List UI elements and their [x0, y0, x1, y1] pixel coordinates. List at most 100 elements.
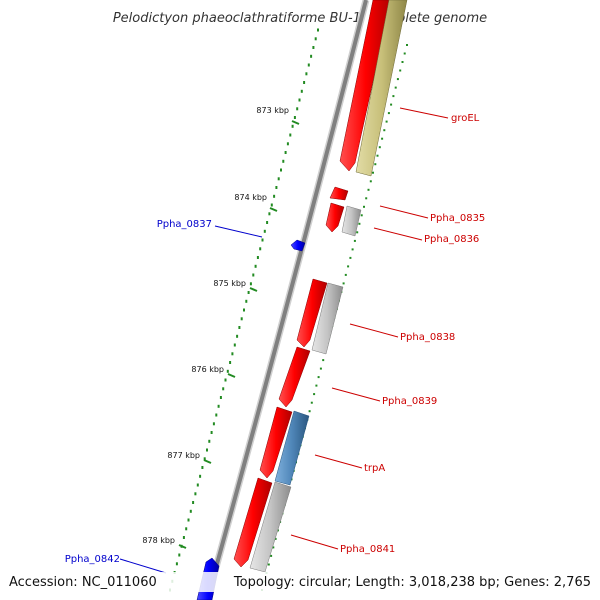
scale-dot: [178, 553, 181, 557]
scale-dot: [383, 129, 386, 132]
tick-label-875: 875 kbp: [213, 279, 246, 288]
topology-text: Topology: circular; Length: 3,018,238 bp…: [233, 575, 591, 590]
tick-labels: 873 kbp 874 kbp 875 kbp 876 kbp 877 kbp …: [142, 106, 300, 549]
gene-label-Ppha_0838[interactable]: Ppha_0838: [400, 332, 455, 343]
scale-dot: [236, 334, 239, 338]
gene-label-Ppha_0842[interactable]: Ppha_0842: [65, 554, 120, 565]
gene-Ppha_0835[interactable]: [329, 186, 349, 201]
scale-dot: [267, 563, 270, 566]
tick-mark-878: [178, 544, 187, 549]
scale-dot: [344, 273, 347, 276]
scale-dot: [277, 177, 280, 181]
annotation-tracks: [249, 0, 408, 573]
gene-label-groEL[interactable]: groEL: [451, 113, 480, 124]
leader-Ppha_0835: [379, 205, 429, 219]
scale-dot: [247, 291, 250, 294]
gene-label-Ppha_0836[interactable]: Ppha_0836: [424, 234, 479, 245]
scale-dot: [210, 431, 213, 434]
gene-label-Ppha_0841[interactable]: Ppha_0841: [340, 544, 395, 555]
scale-dot: [293, 116, 296, 119]
scale-dot: [347, 265, 350, 268]
leader-Ppha_0836: [373, 227, 423, 241]
scale-dot: [367, 188, 370, 191]
scale-dot: [215, 413, 218, 417]
scale-dot: [254, 264, 257, 268]
scale-dot: [231, 352, 234, 356]
scale-dot: [263, 229, 266, 233]
gene-label-trpA[interactable]: trpA: [364, 463, 385, 474]
tick-label-873: 873 kbp: [256, 106, 289, 115]
leader-Ppha_0839: [331, 387, 381, 402]
scale-dot: [270, 554, 273, 557]
scale-dot: [280, 168, 282, 172]
scale-dot: [196, 483, 199, 487]
scale-dot: [387, 112, 390, 115]
scale-dot: [378, 146, 381, 149]
scale-dot: [249, 282, 252, 286]
tick-mark-876: [227, 373, 236, 378]
scale-dot: [185, 527, 188, 531]
scale-dot: [291, 124, 294, 128]
gene-label-Ppha_0839[interactable]: Ppha_0839: [382, 396, 437, 407]
scale-dot: [363, 205, 365, 208]
scale-dot: [233, 343, 236, 347]
Ppha_0836-feature-track[interactable]: [341, 205, 362, 237]
scale-dot: [219, 396, 222, 399]
tick-label-874: 874 kbp: [234, 193, 267, 202]
Ppha_0838-feature-track[interactable]: [311, 282, 344, 355]
scale-dot: [286, 142, 289, 146]
scale-dot: [245, 299, 248, 303]
scale-dot: [282, 159, 285, 163]
scale-dot: [360, 214, 363, 217]
leader-Ppha_0837: [214, 225, 263, 238]
scale-dot: [399, 69, 402, 72]
gene-Ppha_0837[interactable]: [290, 239, 306, 252]
scale-dot: [308, 410, 311, 413]
gene-label-Ppha_0837[interactable]: Ppha_0837: [157, 219, 212, 230]
scale-dot: [369, 180, 372, 183]
scale-dot: [261, 238, 264, 242]
scale-dot: [275, 186, 278, 189]
scale-dot: [192, 501, 195, 504]
scale-dot: [259, 247, 262, 251]
scale-dot: [199, 474, 202, 478]
scale-dot: [201, 466, 204, 469]
scale-dot: [374, 163, 377, 166]
gene-labels: groEL Ppha_0835 Ppha_0836 Ppha_0837 Ppha…: [65, 113, 486, 565]
scale-dot: [396, 78, 399, 81]
gene-Ppha_0836-forward[interactable]: [325, 202, 345, 233]
gene-Ppha_0839[interactable]: [278, 346, 311, 408]
leader-Ppha_0842: [119, 558, 167, 574]
scale-dot: [212, 422, 215, 426]
scale-dot: [272, 546, 275, 549]
scale-dot: [194, 492, 197, 496]
scale-dot: [222, 387, 225, 391]
gene-label-Ppha_0835[interactable]: Ppha_0835: [430, 213, 485, 224]
forward-strand-genes: [233, 0, 392, 568]
scale-dot: [401, 61, 404, 63]
map-title: Pelodictyon phaeoclathratiforme BU-1, co…: [113, 11, 487, 26]
scale-dot: [315, 384, 318, 387]
scale-dot: [303, 81, 306, 84]
scale-dot: [406, 44, 408, 46]
gene-Ppha_0841-forward[interactable]: [233, 477, 273, 568]
scale-dot: [365, 197, 368, 200]
scale-dot: [300, 89, 303, 93]
leader-Ppha_0841: [290, 534, 339, 550]
scale-dot: [305, 72, 308, 76]
scale-dot: [289, 133, 292, 137]
tick-label-876: 876 kbp: [191, 365, 224, 374]
gene-trpA-forward[interactable]: [259, 406, 293, 479]
scale-dot: [203, 457, 206, 461]
gene-groEL-forward[interactable]: [339, 0, 392, 172]
scale-dot: [217, 404, 220, 408]
scale-dot: [252, 273, 255, 277]
leader-Ppha_0838: [349, 323, 399, 338]
gene-Ppha_0838-forward[interactable]: [296, 278, 328, 348]
scale-dot: [266, 221, 269, 224]
scale-dot: [175, 562, 178, 566]
scale-dot: [317, 28, 319, 32]
groEL-feature-track[interactable]: [355, 0, 408, 177]
trpA-feature-track[interactable]: [274, 410, 310, 486]
